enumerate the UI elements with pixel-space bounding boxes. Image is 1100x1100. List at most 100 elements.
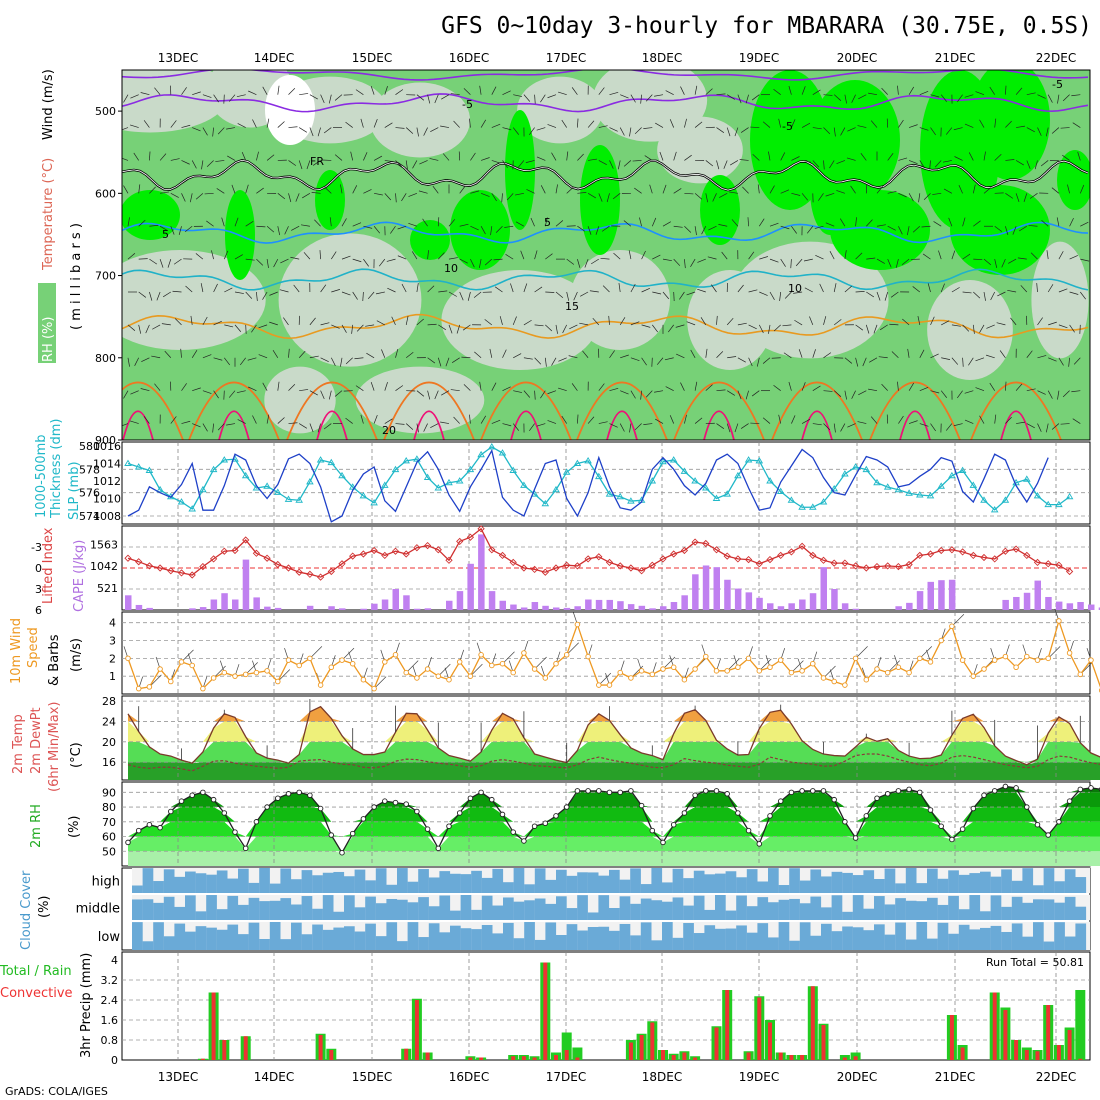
wind-speed-line-point [628,675,634,681]
wind-barb [185,285,193,293]
slp-line-point [498,449,507,456]
wind-barb [266,414,270,424]
cloud-bar [1001,906,1012,920]
wind-barb [288,193,292,203]
wind-barb [181,160,190,165]
wind-barb [975,387,985,391]
wind-barb [427,94,431,104]
wind-barb [801,382,806,391]
cloud-bar [471,870,482,893]
rh-line-point [499,811,506,818]
wind-barb [823,352,832,359]
wind-barb [972,184,976,194]
cape-bar [927,581,934,610]
wind-barb [459,185,466,194]
wind-barb-10m [470,663,483,677]
cloud-bar [375,903,387,920]
wind-barb [453,416,460,424]
wind-barb [373,119,378,128]
slp-line-point [766,477,774,484]
wind-barb [1034,160,1038,170]
wind-barb [620,390,629,395]
wind-barb [273,258,279,268]
cloud-bar [598,895,610,920]
wind-barb [975,357,985,362]
cloud-bar [810,935,822,950]
wind-barb [684,259,686,269]
rh-dry-region [278,233,422,367]
cloud-bar [503,922,514,950]
slp-line-point [691,477,699,484]
wind-barb [334,94,343,101]
wind-barb [994,225,1003,232]
wind-barb [228,390,236,398]
lifted-index-line-point [1001,547,1010,555]
cloud-bar [566,924,578,950]
wind-barb [320,357,329,363]
cloud-bar [609,869,620,893]
wind-barb [855,291,865,293]
wind-barb [1051,423,1060,430]
cloud-bar [821,923,832,950]
wind-barb [299,389,309,392]
wind-speed-line-point [189,662,195,669]
slp-line-point [145,466,154,473]
wind-barb [762,357,771,364]
wind-barb [227,155,236,161]
wind-barb [1015,160,1024,166]
wind-barb [256,291,258,301]
wind-barb [908,124,918,128]
bottom-day-label: 14DEC [254,1070,294,1084]
cloud-bar [206,927,217,950]
wind-barb [441,94,450,100]
wind-barb [569,324,578,330]
wind-barb [919,386,929,391]
slp-line-point [819,498,828,505]
lifted-index-line-point [723,552,731,560]
top-day-label: 13DEC [158,51,198,65]
precip-convective-bar [725,990,730,1060]
wind-barb [582,350,589,358]
wind-barb [641,357,647,366]
wind-barb [151,355,161,359]
wind-barb [814,225,824,229]
wind-barb [122,423,129,427]
cloud-bar [587,927,599,950]
wind-barb [686,291,696,296]
slp-line-point [734,471,742,479]
wind-barb [300,224,310,227]
wind-barb [234,291,244,294]
cloud-bar [524,900,535,920]
wind-speed-line-point [991,657,998,663]
wind-barb [823,127,831,135]
wind-speed-line-point [200,685,206,692]
lifted-index-line-point [413,544,421,552]
cape-bar [125,595,132,610]
cloud-bar [831,931,843,950]
cloud-bar [428,906,440,920]
wind-barb-10m [341,647,355,661]
lifted-index-line-point [498,551,507,560]
minmax-axis-label: (6hr Min/Max) [47,702,62,792]
wind-barb [566,151,569,161]
wind-barb [295,193,300,202]
wind-barb [277,381,280,391]
cape-bar [948,579,956,610]
slp-line-point [948,471,956,479]
wind-barb [632,160,642,162]
cloud-bar [174,906,186,920]
wind-barb [759,291,768,296]
cloud-bar [153,902,164,920]
lifted-index-line-point [423,541,432,550]
rh-line-point [959,826,966,832]
wind-barb [726,423,731,433]
wind-barb [429,158,439,161]
slp-line-point [188,505,196,512]
slp-line-point [370,499,378,506]
contour-label: 10 [444,262,458,275]
wind-speed-line-point [360,676,367,683]
precip-convective-bar [757,997,762,1060]
cloud-bar [1075,923,1087,950]
wind-barb [609,423,618,428]
top-day-label: 14DEC [254,51,294,65]
